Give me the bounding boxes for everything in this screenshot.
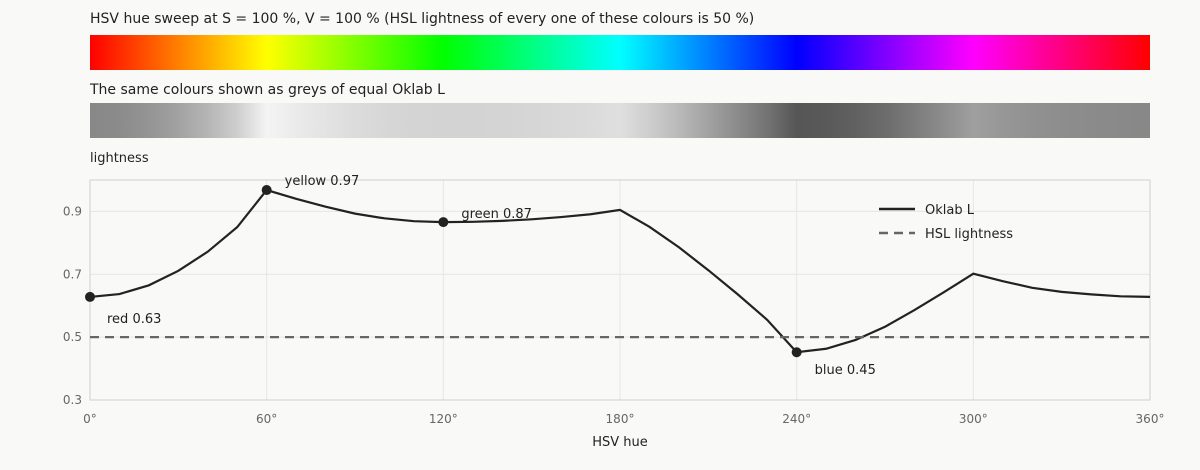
y-axis-label: lightness xyxy=(90,151,149,166)
legend-label: Oklab L xyxy=(925,203,975,218)
tick-labels: 0.3 0.5 0.7 0.9 0° 60° 120° 180° 240° 300° 360° xyxy=(63,204,1165,426)
hue-gradient-strip xyxy=(90,35,1150,70)
y-tick-label: 0.7 xyxy=(63,267,82,281)
grey-strip-title: The same colours shown as greys of equal… xyxy=(90,82,445,98)
x-tick-label: 180° xyxy=(606,412,635,426)
hue-strip-title: HSV hue sweep at S = 100 %, V = 100 % (H… xyxy=(90,11,755,27)
x-axis-label: HSV hue xyxy=(592,435,648,450)
y-tick-label: 0.5 xyxy=(63,330,82,344)
x-tick-label: 240° xyxy=(782,412,811,426)
annotation-label: yellow 0.97 xyxy=(285,174,360,189)
x-tick-label: 60° xyxy=(256,412,277,426)
legend: Oklab L HSL lightness xyxy=(879,203,1013,242)
annotation-point xyxy=(438,217,449,228)
legend-label: HSL lightness xyxy=(925,227,1013,242)
annotation-point xyxy=(791,347,802,358)
annotation-label: green 0.87 xyxy=(461,207,532,222)
y-tick-label: 0.3 xyxy=(63,393,82,407)
annotation-label: blue 0.45 xyxy=(815,363,876,378)
x-tick-label: 0° xyxy=(83,412,97,426)
plot-frame xyxy=(89,179,1151,401)
annotation-points: red 0.63 yellow 0.97 green 0.87 blue 0.45 xyxy=(85,174,876,378)
x-tick-label: 300° xyxy=(959,412,988,426)
x-tick-label: 360° xyxy=(1136,412,1165,426)
grey-gradient-strip xyxy=(90,103,1150,138)
annotation-label: red 0.63 xyxy=(107,312,161,327)
x-tick-label: 120° xyxy=(429,412,458,426)
y-tick-label: 0.9 xyxy=(63,204,82,218)
annotation-point xyxy=(85,291,95,302)
annotation-point xyxy=(261,185,272,196)
